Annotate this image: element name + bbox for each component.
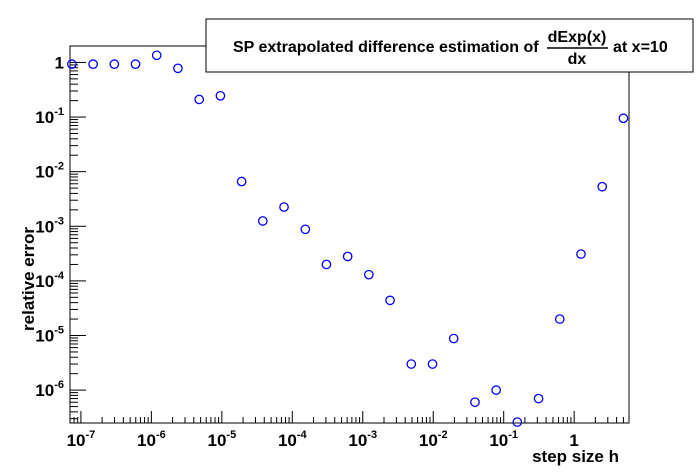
title-numerator: dExp(x) [548, 29, 607, 46]
title-box: SP extrapolated difference estimation of… [205, 18, 694, 73]
x-tick-label: 10-4 [278, 429, 308, 450]
y-tick-label: 10-2 [35, 161, 64, 182]
data-point [491, 385, 501, 395]
data-point [257, 216, 268, 226]
title-prefix: SP extrapolated difference estimation of [233, 39, 539, 56]
x-tick-label: 10-3 [348, 429, 377, 450]
data-point [618, 113, 629, 124]
data-point [406, 359, 417, 369]
data-point [321, 259, 332, 270]
x-tick-label: 10-1 [489, 429, 518, 450]
tick-labels: 10-7 10-6 10-5 10-4 10-3 10-2 10-1 1 1 10-1 10-2 10… [35, 53, 579, 450]
data-point [151, 50, 162, 61]
data-point [88, 59, 98, 70]
title-suffix: at x=10 [613, 39, 668, 56]
data-point [109, 59, 120, 70]
data-point [448, 333, 459, 344]
data-point [597, 181, 608, 192]
data-points [67, 50, 629, 427]
data-point [67, 59, 77, 70]
data-point [236, 176, 247, 187]
x-tick-label: 1 [569, 431, 578, 450]
data-point [300, 224, 311, 235]
data-point [364, 269, 374, 280]
y-axis-title: relative error [19, 227, 38, 331]
x-tick-label: 10-7 [67, 429, 96, 450]
data-point [130, 59, 141, 70]
data-point [279, 202, 289, 212]
data-point [194, 94, 205, 105]
x-tick-label: 10-5 [207, 429, 236, 450]
data-point [385, 295, 395, 306]
y-tick-label: 10-4 [35, 270, 65, 291]
title-frame [205, 18, 694, 73]
data-point [427, 359, 438, 369]
x-tick-label: 10-2 [419, 429, 448, 450]
title-denominator: dx [568, 51, 587, 68]
y-tick-label: 10-5 [35, 325, 64, 346]
axis-ticks [69, 45, 630, 423]
data-point [470, 397, 480, 408]
data-point [342, 251, 353, 262]
data-point [215, 90, 226, 101]
x-axis-title: step size h [532, 447, 619, 466]
y-tick-label: 10-3 [35, 215, 64, 236]
x-tick-label: 10-6 [137, 429, 166, 450]
data-point [533, 393, 544, 404]
y-tick-label: 10-6 [35, 379, 64, 400]
y-tick-label: 10-1 [35, 106, 64, 127]
y-tick-label: 1 [55, 53, 64, 72]
data-point [173, 63, 183, 74]
data-point [576, 249, 586, 259]
data-point [554, 314, 565, 324]
data-point [512, 417, 523, 427]
